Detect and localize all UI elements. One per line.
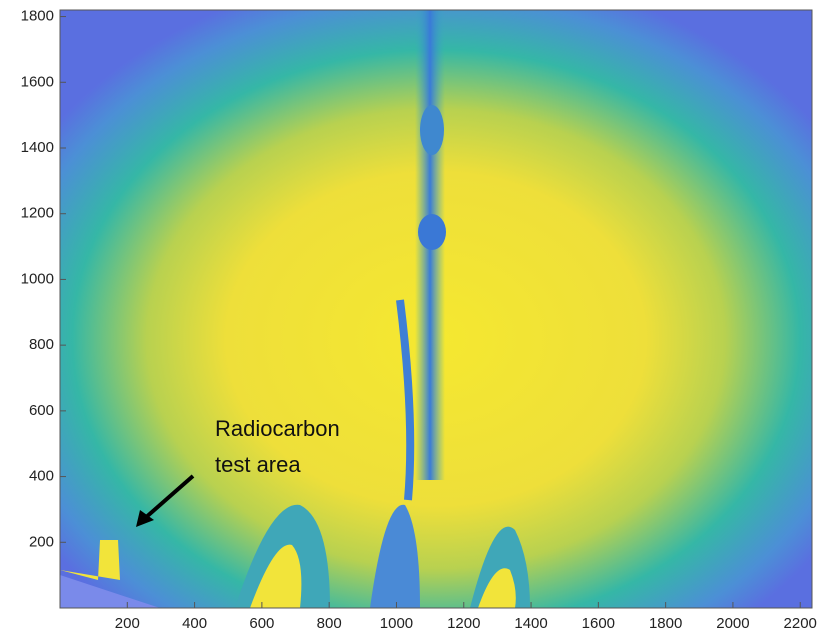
x-tick-label: 1800 — [649, 615, 682, 632]
y-tick-label: 1800 — [21, 8, 54, 25]
x-tick-label: 2000 — [716, 615, 749, 632]
y-tick-label: 800 — [29, 336, 54, 353]
y-tick-label: 400 — [29, 468, 54, 485]
x-tick-label: 2200 — [784, 615, 817, 632]
x-tick-label: 1400 — [514, 615, 547, 632]
y-tick-label: 1400 — [21, 139, 54, 156]
y-tick-label: 600 — [29, 402, 54, 419]
x-tick-label: 1200 — [447, 615, 480, 632]
x-tick-label: 200 — [115, 615, 140, 632]
y-tick-label: 1000 — [21, 270, 54, 287]
annotation-text: Radiocarbon — [215, 416, 340, 441]
x-tick-label: 400 — [182, 615, 207, 632]
y-tick-label: 1200 — [21, 205, 54, 222]
arrowhead — [136, 510, 154, 527]
x-tick-label: 1600 — [582, 615, 615, 632]
y-tick-label: 200 — [29, 533, 54, 550]
heatmap-image — [60, 10, 812, 608]
x-tick-label: 1000 — [380, 615, 413, 632]
x-tick-label: 800 — [317, 615, 342, 632]
annotation-arrow — [142, 474, 195, 521]
y-tick-label: 1600 — [21, 73, 54, 90]
annotation-text: test area — [215, 452, 301, 477]
x-tick-label: 600 — [249, 615, 274, 632]
plot-frame — [59, 9, 813, 609]
